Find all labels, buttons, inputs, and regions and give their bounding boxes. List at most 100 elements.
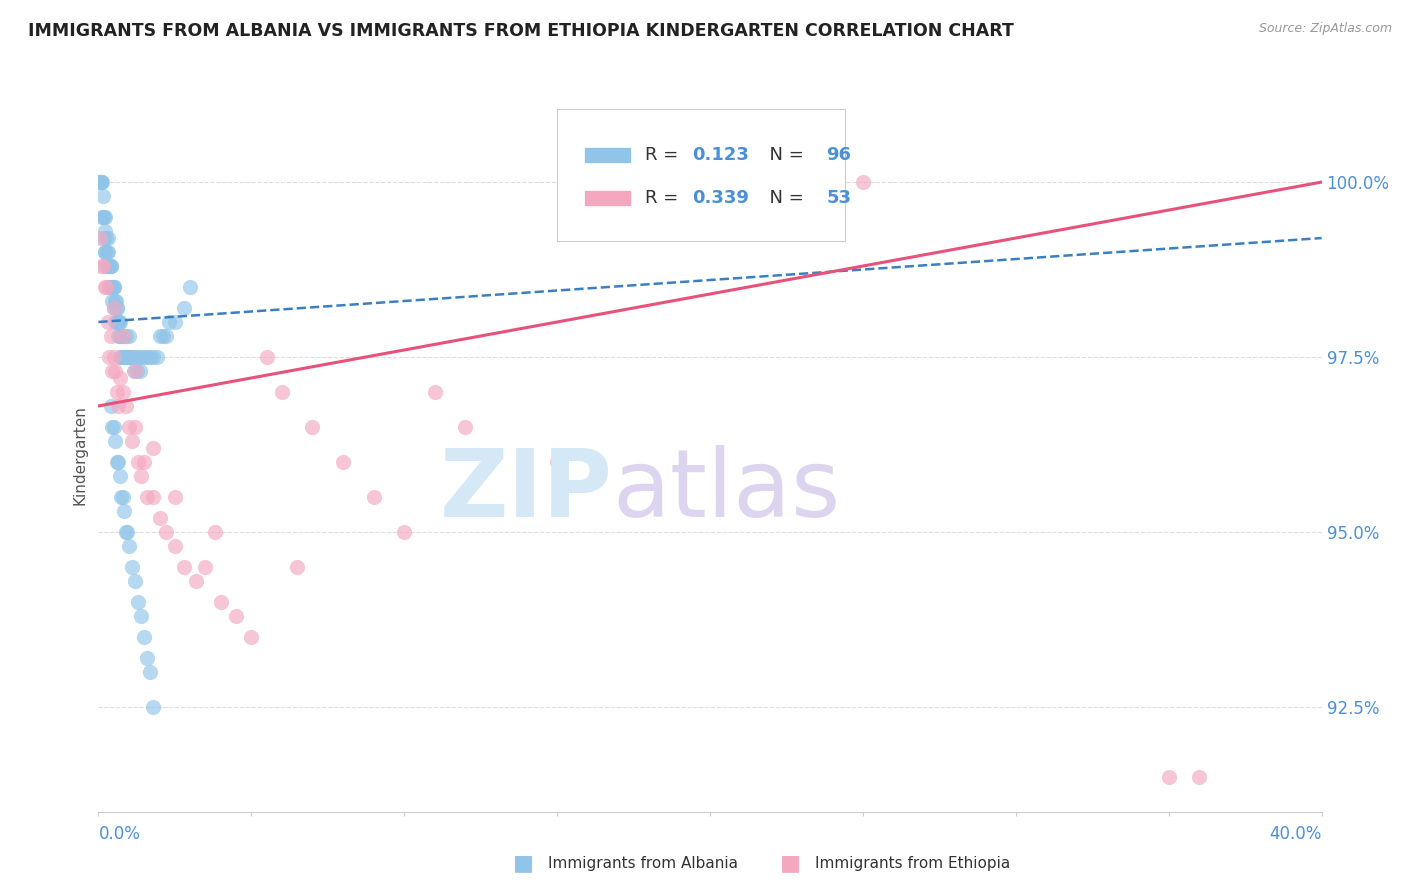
Point	[112, 504, 135, 518]
Point	[124, 574, 146, 588]
Point	[103, 350, 125, 364]
Text: 96: 96	[827, 146, 851, 164]
Point	[173, 301, 195, 315]
Point	[115, 524, 138, 539]
Point	[94, 245, 117, 260]
FancyBboxPatch shape	[583, 190, 630, 206]
Point	[104, 315, 127, 329]
Text: ■: ■	[780, 854, 801, 873]
Point	[179, 280, 201, 294]
Point	[1157, 770, 1180, 784]
Point	[142, 350, 165, 364]
Point	[127, 350, 149, 364]
Point	[91, 210, 114, 224]
Point	[103, 420, 125, 434]
Point	[98, 350, 121, 364]
Point	[136, 350, 159, 364]
Point	[110, 329, 132, 343]
Point	[270, 384, 294, 399]
Point	[136, 490, 159, 504]
Point	[94, 259, 117, 273]
Point	[134, 455, 156, 469]
Point	[118, 329, 141, 343]
Point	[209, 595, 232, 609]
Text: R =: R =	[645, 189, 685, 207]
Point	[101, 420, 124, 434]
Point	[107, 455, 129, 469]
Point	[103, 280, 125, 294]
Point	[104, 364, 127, 378]
Point	[111, 490, 134, 504]
Point	[256, 350, 278, 364]
Point	[124, 420, 146, 434]
Point	[94, 224, 117, 238]
Point	[423, 384, 446, 399]
Point	[104, 293, 127, 308]
Point	[546, 455, 568, 469]
Point	[105, 301, 128, 315]
Point	[332, 455, 354, 469]
Point	[127, 595, 149, 609]
Point	[97, 259, 120, 273]
FancyBboxPatch shape	[557, 109, 845, 241]
Point	[225, 608, 247, 623]
Point	[107, 315, 129, 329]
Y-axis label: Kindergarten: Kindergarten	[72, 405, 87, 505]
Point	[392, 524, 416, 539]
Point	[129, 469, 152, 483]
Text: 40.0%: 40.0%	[1270, 825, 1322, 843]
Point	[100, 259, 122, 273]
Point	[117, 524, 139, 539]
Point	[125, 364, 148, 378]
Text: R =: R =	[645, 146, 685, 164]
Point	[93, 245, 115, 260]
Text: 53: 53	[827, 189, 851, 207]
Point	[100, 280, 122, 294]
Point	[111, 329, 134, 343]
Point	[142, 441, 165, 455]
Text: IMMIGRANTS FROM ALBANIA VS IMMIGRANTS FROM ETHIOPIA KINDERGARTEN CORRELATION CHA: IMMIGRANTS FROM ALBANIA VS IMMIGRANTS FR…	[28, 22, 1014, 40]
Point	[108, 315, 131, 329]
Point	[149, 329, 172, 343]
Point	[115, 329, 138, 343]
Point	[93, 280, 115, 294]
Point	[110, 350, 132, 364]
Point	[103, 301, 125, 315]
Point	[163, 539, 186, 553]
Point	[100, 329, 122, 343]
Point	[363, 490, 385, 504]
Point	[93, 210, 115, 224]
Point	[97, 245, 120, 260]
Point	[91, 175, 114, 189]
Point	[852, 175, 875, 189]
Point	[93, 231, 115, 245]
Point	[89, 231, 111, 245]
Point	[105, 301, 128, 315]
Point	[101, 280, 124, 294]
Point	[152, 329, 174, 343]
Point	[90, 175, 112, 189]
Point	[101, 293, 124, 308]
Text: atlas: atlas	[612, 444, 841, 537]
Point	[96, 245, 118, 260]
Point	[173, 559, 195, 574]
Point	[108, 350, 131, 364]
Point	[103, 280, 125, 294]
Point	[112, 350, 135, 364]
Point	[129, 350, 152, 364]
Point	[149, 511, 172, 525]
Point	[91, 189, 114, 203]
Point	[124, 364, 146, 378]
Point	[121, 559, 143, 574]
Point	[105, 455, 128, 469]
Point	[97, 231, 120, 245]
Point	[155, 329, 177, 343]
Point	[110, 315, 132, 329]
Point	[134, 350, 156, 364]
Point	[163, 315, 186, 329]
Point	[101, 280, 124, 294]
Point	[117, 350, 139, 364]
Point	[204, 524, 226, 539]
Point	[108, 469, 131, 483]
Point	[120, 350, 142, 364]
